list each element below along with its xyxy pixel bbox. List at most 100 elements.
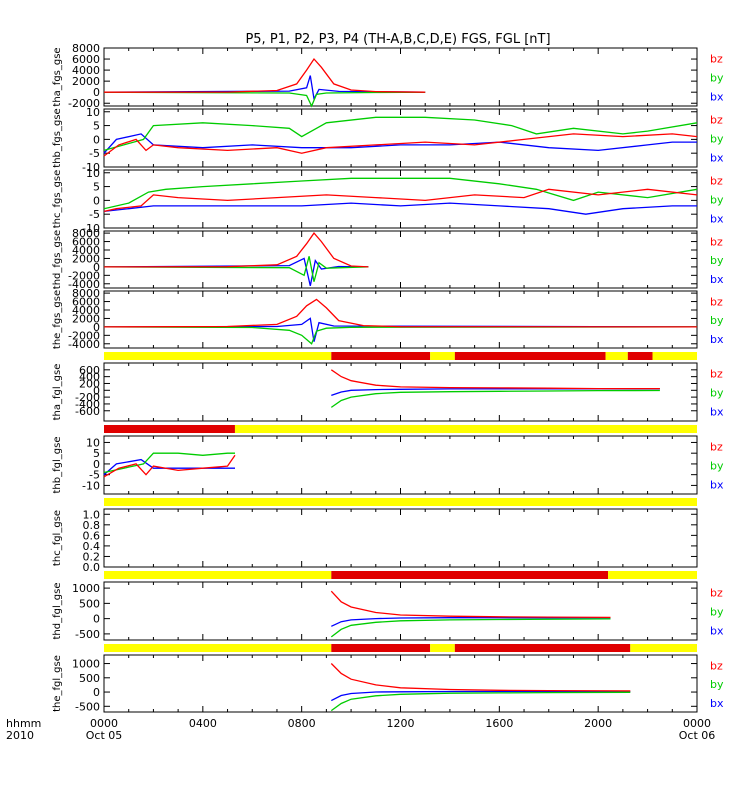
y-tick-label: 0.2 <box>83 550 101 563</box>
series-line-bz <box>330 369 660 390</box>
status-bar-segment <box>454 644 631 652</box>
series-line-bz <box>330 663 631 692</box>
legend-by: by <box>710 194 724 207</box>
series-line-bz <box>103 232 369 268</box>
legend-bx: bx <box>710 479 724 492</box>
x-tick-label: 1600 <box>485 717 513 730</box>
series-line-by <box>103 91 426 108</box>
status-bar-segment <box>104 498 697 506</box>
y-axis-title: tha_fgs_gse <box>52 47 63 106</box>
y-tick-label: 1000 <box>72 658 100 671</box>
legend-by: by <box>710 314 724 327</box>
y-tick-label: 4000 <box>72 244 100 257</box>
y-axis-title: thb_fgs_gse <box>52 108 63 167</box>
time-axis: hhmm 2010 Oct 05 Oct 06 0000 0400 0800 1200… <box>6 717 715 742</box>
y-tick-label: 10 <box>86 167 100 180</box>
y-axis-title: the_fgs_gse <box>52 290 63 349</box>
legend-by: by <box>710 678 724 691</box>
y-tick-label: 8000 <box>72 287 100 300</box>
legend-bz: bz <box>710 235 723 248</box>
x-tick-label: 2000 <box>584 717 612 730</box>
status-bar-segment <box>331 571 609 579</box>
panel-thd_fgl_gse: -500 0 500 1000 thd_fgl_gse bz by bx <box>52 571 724 641</box>
panel-frame <box>103 435 698 495</box>
status-bar-segment <box>605 352 628 360</box>
y-tick-label: 0.8 <box>83 519 101 532</box>
series-line-by <box>330 618 611 638</box>
legend-bz: bz <box>710 440 723 453</box>
y-tick-label: -10 <box>82 479 100 492</box>
series-line-bx <box>103 133 697 154</box>
y-tick-label: -2000 <box>68 269 100 282</box>
legend-bz: bz <box>710 174 723 187</box>
status-bar-segment <box>430 644 455 652</box>
y-tick-label: -4000 <box>68 278 100 291</box>
y-tick-label: 400 <box>79 371 100 384</box>
legend-bz: bz <box>710 295 723 308</box>
y-tick-label: -400 <box>75 398 100 411</box>
y-axis-title: thd_fgs_gse <box>52 230 63 289</box>
y-tick-label: 0.4 <box>83 540 101 553</box>
series-line-bx <box>331 690 631 702</box>
y-tick-label: 10 <box>86 106 100 119</box>
x-tick-label: 0400 <box>189 717 217 730</box>
series-line-bz <box>103 298 698 328</box>
legend-by: by <box>710 254 724 267</box>
series-line-bx <box>103 75 426 101</box>
panel-frame <box>103 290 698 349</box>
series-line-bx <box>103 202 697 215</box>
y-tick-label: 1.0 <box>83 508 101 521</box>
legend-by: by <box>710 460 724 473</box>
y-tick-label: 2000 <box>72 75 100 88</box>
series-line-by <box>103 326 698 345</box>
legend-bx: bx <box>710 697 724 710</box>
series-line-by <box>330 691 631 712</box>
y-tick-label: 6000 <box>72 296 100 309</box>
y-tick-label: 0 <box>93 458 100 471</box>
y-tick-label: 600 <box>79 364 100 377</box>
y-tick-label: 0 <box>93 133 100 146</box>
legend-bx: bx <box>710 273 724 286</box>
status-bar-segment <box>234 425 697 433</box>
legend-bz: bz <box>710 113 723 126</box>
panel-frame <box>103 508 698 568</box>
series-line-by <box>330 389 660 408</box>
y-tick-label: -10 <box>82 222 100 235</box>
panel-thc_fgl_gse: 0.00.20.40.60.81.0 thc_fgl_gse <box>52 498 698 574</box>
y-tick-label: -5 <box>89 469 100 482</box>
y-tick-label: 0 <box>93 261 100 274</box>
panel-frame <box>103 47 698 107</box>
legend-by: by <box>710 606 724 619</box>
x-date-end: Oct 06 <box>679 729 716 742</box>
y-tick-label: 0 <box>93 194 100 207</box>
series-line-by <box>103 177 698 210</box>
y-tick-label: -500 <box>75 628 100 641</box>
series-line-by <box>103 256 369 282</box>
legend-bz: bz <box>710 659 723 672</box>
y-tick-label: -5 <box>89 147 100 160</box>
x-axis-label-hhmm: hhmm <box>6 717 41 730</box>
panel-frame <box>103 230 698 289</box>
status-bar-segment <box>627 352 653 360</box>
y-tick-label: 5 <box>93 181 100 194</box>
y-tick-label: -600 <box>75 405 100 418</box>
y-tick-label: -2000 <box>68 97 100 110</box>
y-tick-label: 0 <box>93 86 100 99</box>
y-tick-label: -2000 <box>68 329 100 342</box>
series-line-bz <box>103 188 698 213</box>
legend-by: by <box>710 72 724 85</box>
x-date-start: Oct 05 <box>86 729 123 742</box>
y-axis-title: thc_fgs_gse <box>52 170 63 229</box>
y-tick-label: 500 <box>79 672 100 685</box>
series-line-bx <box>103 257 369 287</box>
y-tick-label: 8000 <box>72 227 100 240</box>
status-bar-segment <box>104 425 235 433</box>
y-tick-label: 10 <box>86 436 100 449</box>
y-tick-label: 200 <box>79 377 100 390</box>
